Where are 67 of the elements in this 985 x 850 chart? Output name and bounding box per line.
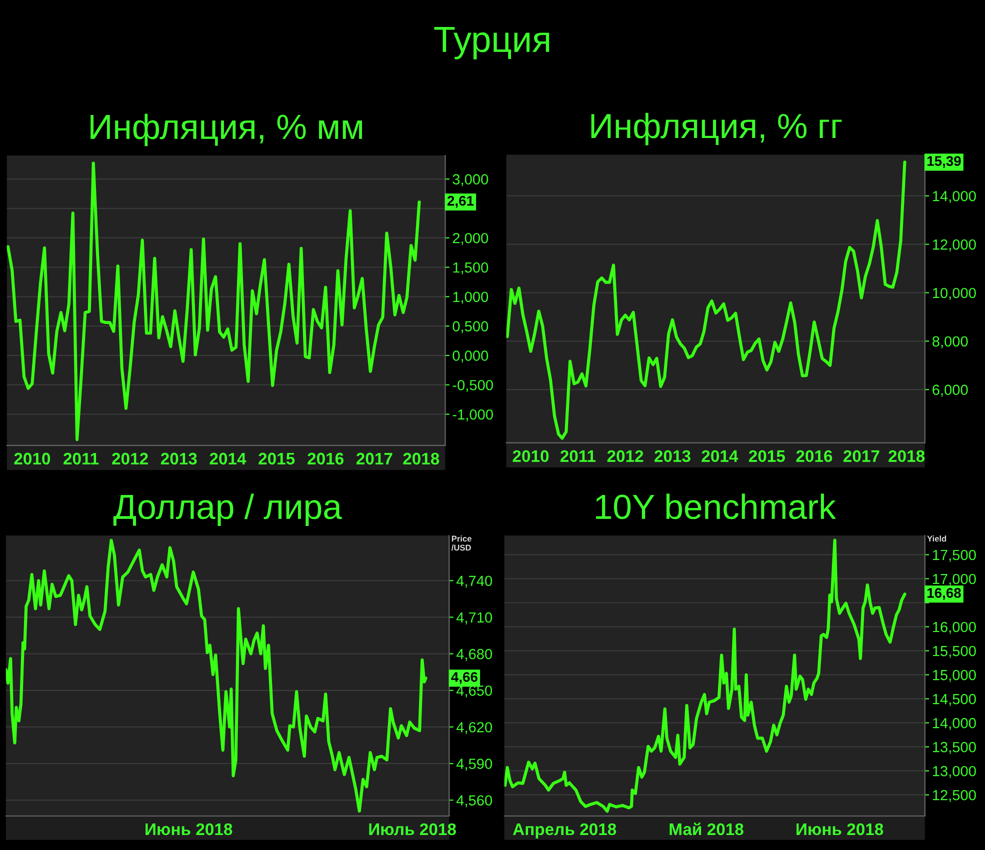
annotation: 4,66 <box>451 672 478 684</box>
x-tick-label: 2016 <box>796 450 832 462</box>
x-tick-label: 2011 <box>64 452 99 465</box>
chart-title: 10Y benchmark <box>596 494 836 520</box>
y-tick-label: 10,000 <box>932 288 976 300</box>
y-tick-label: 3,000 <box>452 174 488 186</box>
line-series <box>6 162 421 442</box>
y-tick-label: 13,000 <box>932 766 976 778</box>
y-tick-label: 17,000 <box>932 574 976 586</box>
y-tick-label: 17,500 <box>932 550 976 562</box>
x-tick-label: 2015 <box>748 450 785 462</box>
x-tick-label: 2010 <box>512 450 549 462</box>
x-tick-label: 2015 <box>258 452 295 465</box>
y-tick-label: 0,500 <box>452 321 488 334</box>
x-tick-label: 2010 <box>14 452 50 465</box>
y-axis-title: Yield <box>927 536 946 542</box>
text: Турция <box>434 26 550 60</box>
line-series <box>506 160 906 440</box>
y-tick-label: 14,500 <box>932 694 976 706</box>
chart-title: Инфляция, % гг <box>591 112 842 146</box>
y-tick-label: 15,500 <box>932 646 976 658</box>
y-tick-label: 4,620 <box>456 722 492 734</box>
y-tick-label: 1,500 <box>453 262 488 274</box>
y-tick-label: 0,000 <box>452 350 488 363</box>
y-tick-label: 14,000 <box>932 718 976 730</box>
y-tick-label: 12,500 <box>932 790 976 802</box>
x-tick-label: 2011 <box>560 450 596 462</box>
y-tick-label: 1,000 <box>453 292 488 304</box>
y-tick-label: 14,000 <box>932 190 976 204</box>
y-tick-label: 2,000 <box>452 232 488 246</box>
x-tick-label: Апрель 2018 <box>512 823 616 838</box>
y-tick-label: 16,000 <box>932 622 976 634</box>
x-tick-label: 2017 <box>356 452 392 465</box>
x-tick-label: Май 2018 <box>670 822 744 836</box>
y-tick-label: 6,000 <box>932 384 968 397</box>
x-tick-label: 2013 <box>654 450 690 462</box>
y-tick-label: 15,000 <box>932 670 976 682</box>
y-tick-label: 4,560 <box>456 795 492 808</box>
y-tick-label: 12,000 <box>932 239 976 252</box>
x-tick-label: 2014 <box>702 450 738 462</box>
x-tick-label: 2012 <box>607 450 644 462</box>
y-tick-label: 4,590 <box>456 758 492 771</box>
y-tick-label: 4,710 <box>456 612 492 624</box>
y-tick-label: 4,740 <box>456 576 492 588</box>
y-tick-label: 13,500 <box>932 742 976 754</box>
x-tick-label: Июнь 2018 <box>146 823 232 836</box>
annotation: 2,61 <box>447 196 474 208</box>
x-tick-label: Июнь 2018 <box>796 823 884 836</box>
y-tick-label: 4,680 <box>456 648 492 661</box>
annotation: 16,68 <box>927 588 961 600</box>
x-tick-label: Июль 2018 <box>369 823 456 836</box>
annotation: 15,39 <box>927 156 961 168</box>
y-tick-label: -1,000 <box>452 409 493 422</box>
x-tick-label: 2018 <box>403 452 440 465</box>
x-tick-label: 2018 <box>888 450 925 462</box>
chart-title: Инфляция, % мм <box>90 114 362 146</box>
x-tick-label: 2014 <box>210 452 246 465</box>
x-tick-label: 2012 <box>112 452 148 465</box>
line-series <box>6 538 428 813</box>
x-tick-label: 2016 <box>308 452 344 465</box>
chart-title: Доллар / лира <box>113 494 342 526</box>
y-tick-label: 8,000 <box>932 336 968 348</box>
x-tick-label: 2013 <box>160 452 197 465</box>
y-axis-title: Price /USD <box>451 536 472 551</box>
x-tick-label: 2017 <box>843 450 880 462</box>
line-series <box>504 538 906 813</box>
y-tick-label: -0,500 <box>452 380 493 392</box>
